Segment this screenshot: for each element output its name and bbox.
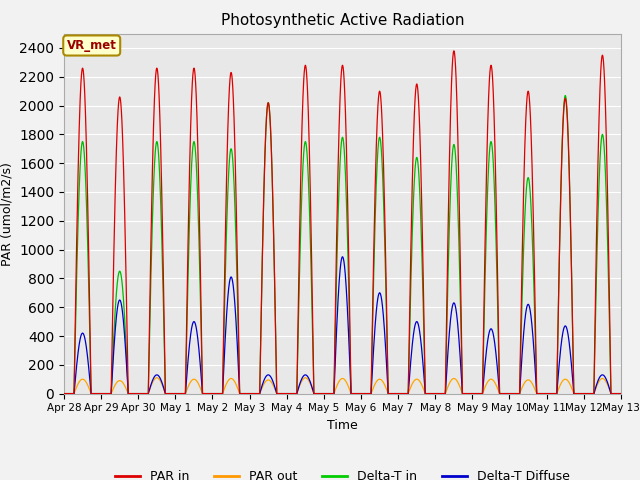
Title: Photosynthetic Active Radiation: Photosynthetic Active Radiation bbox=[221, 13, 464, 28]
Text: VR_met: VR_met bbox=[67, 39, 116, 52]
Legend: PAR in, PAR out, Delta-T in, Delta-T Diffuse: PAR in, PAR out, Delta-T in, Delta-T Dif… bbox=[109, 465, 575, 480]
Y-axis label: PAR (umol/m2/s): PAR (umol/m2/s) bbox=[1, 162, 13, 265]
X-axis label: Time: Time bbox=[327, 419, 358, 432]
